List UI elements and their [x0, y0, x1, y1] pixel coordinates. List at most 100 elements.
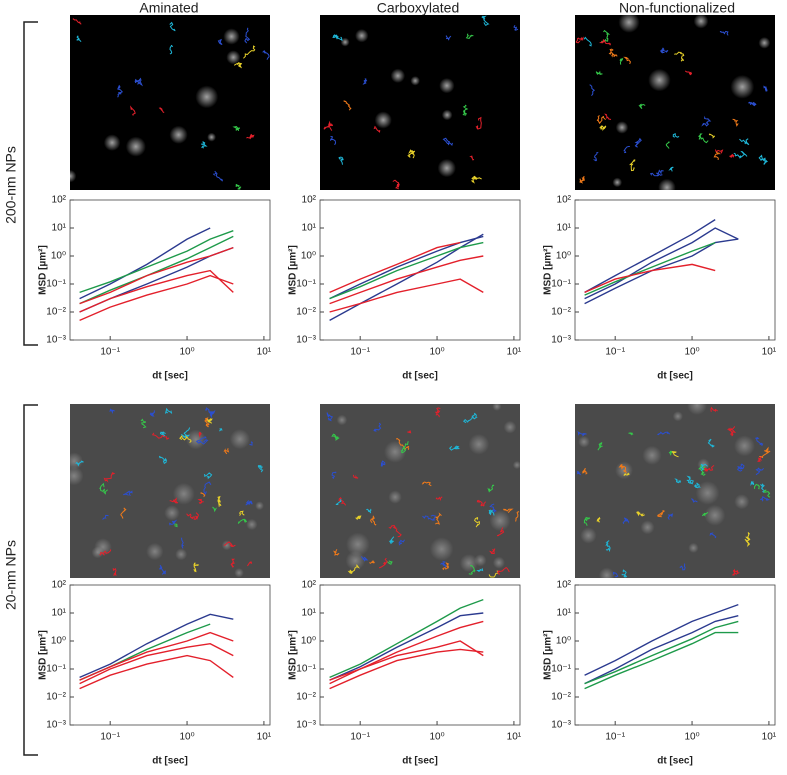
x-tick-label: 10¹ — [507, 347, 522, 358]
particle-track — [462, 104, 469, 116]
particle-track — [726, 426, 737, 437]
particle-glow — [355, 29, 369, 43]
particle-track — [475, 116, 482, 130]
particle-track — [674, 478, 682, 484]
particle-track — [622, 517, 630, 525]
y-tick-label: 10⁻² — [296, 692, 316, 703]
particle-track — [158, 455, 167, 465]
y-tick-label: 10⁻¹ — [46, 664, 66, 675]
particle-track — [488, 509, 495, 516]
particle-track — [442, 562, 450, 571]
particle-track — [605, 540, 611, 553]
msd-line — [584, 631, 739, 690]
particle-track — [407, 149, 416, 159]
y-tick-label: 10¹ — [557, 608, 572, 619]
particle-track — [103, 472, 116, 483]
particle-glow — [437, 158, 456, 178]
msd-line — [329, 241, 484, 300]
particle-track — [701, 115, 712, 127]
x-tick-label: 10⁰ — [684, 732, 699, 743]
particle-track — [732, 118, 739, 127]
plot-frame — [69, 584, 271, 726]
particle-track — [649, 172, 660, 177]
particle-track — [168, 519, 178, 526]
y-tick-label: 10⁰ — [301, 251, 316, 262]
msd-line — [329, 278, 484, 313]
particle-track — [338, 156, 345, 165]
x-tick-label: 10⁻¹ — [100, 347, 120, 358]
particle-track — [186, 512, 199, 520]
particle-track — [698, 464, 706, 476]
particle-track — [134, 77, 144, 87]
particle-track — [169, 44, 174, 55]
particle-track — [702, 465, 715, 472]
particle-glow — [612, 177, 623, 188]
particle-track — [237, 518, 248, 524]
particle-track — [691, 498, 698, 503]
y-tick-label: 10⁻¹ — [296, 664, 316, 675]
particle-track — [435, 496, 443, 502]
particle-track — [476, 568, 484, 573]
particle-track — [657, 431, 671, 436]
particle-glow — [336, 414, 348, 426]
particle-glow — [598, 567, 615, 584]
particle-glow — [125, 136, 146, 157]
particle-track — [709, 532, 717, 539]
particle-track — [604, 113, 612, 120]
x-tick-label: 10¹ — [762, 732, 777, 743]
particle-track — [169, 497, 179, 504]
particle-track — [623, 145, 631, 154]
y-tick-label: 10⁻³ — [46, 720, 66, 731]
particle-track — [608, 48, 614, 55]
msd-line — [329, 648, 484, 690]
particle-track — [674, 51, 685, 62]
particle-glow — [733, 435, 755, 457]
row-bracket — [23, 21, 38, 346]
particle-track — [151, 432, 170, 440]
particle-track — [753, 483, 760, 490]
particle-glow — [255, 501, 264, 511]
y-tick-label: 10⁰ — [51, 636, 66, 647]
particle-track — [760, 495, 770, 502]
msd-line — [329, 241, 461, 294]
particle-track — [355, 515, 362, 521]
particle-glow — [164, 505, 180, 521]
particle-track — [618, 464, 628, 474]
microscopy-image — [320, 15, 520, 190]
particle-track — [212, 170, 223, 182]
y-tick-label: 10⁻³ — [296, 335, 316, 346]
y-tick-label: 10⁻³ — [296, 720, 316, 731]
particle-track — [737, 463, 745, 472]
particle-track — [378, 557, 388, 569]
msd-line — [584, 603, 739, 676]
particle-track — [212, 506, 218, 513]
particle-track — [193, 562, 199, 573]
particle-track — [204, 472, 213, 480]
y-tick-label: 10⁰ — [556, 636, 571, 647]
particle-track — [442, 137, 453, 146]
y-tick-label: 10² — [302, 580, 317, 591]
y-tick-label: 10⁻¹ — [551, 664, 571, 675]
msd-line — [79, 613, 234, 679]
particle-track — [362, 78, 368, 85]
particle-track — [158, 107, 165, 113]
particle-glow — [672, 411, 683, 422]
particle-glow — [229, 429, 250, 450]
y-tick-label: 10⁻¹ — [46, 279, 66, 290]
x-tick-label: 10⁰ — [179, 732, 194, 743]
msd-line — [79, 246, 234, 305]
particle-track — [755, 467, 764, 476]
particle-track — [373, 125, 381, 133]
particle-track — [581, 467, 588, 475]
x-axis-label: dt [sec] — [152, 756, 188, 767]
particle-track — [112, 567, 118, 576]
particle-track — [448, 445, 460, 451]
msd-line — [79, 642, 234, 685]
particle-track — [407, 430, 412, 434]
x-axis-label: dt [sec] — [402, 371, 438, 382]
particle-glow — [648, 68, 671, 92]
particle-track — [445, 35, 452, 41]
particle-track — [380, 460, 386, 467]
particle-track — [473, 517, 480, 528]
plot-frame — [574, 199, 776, 341]
